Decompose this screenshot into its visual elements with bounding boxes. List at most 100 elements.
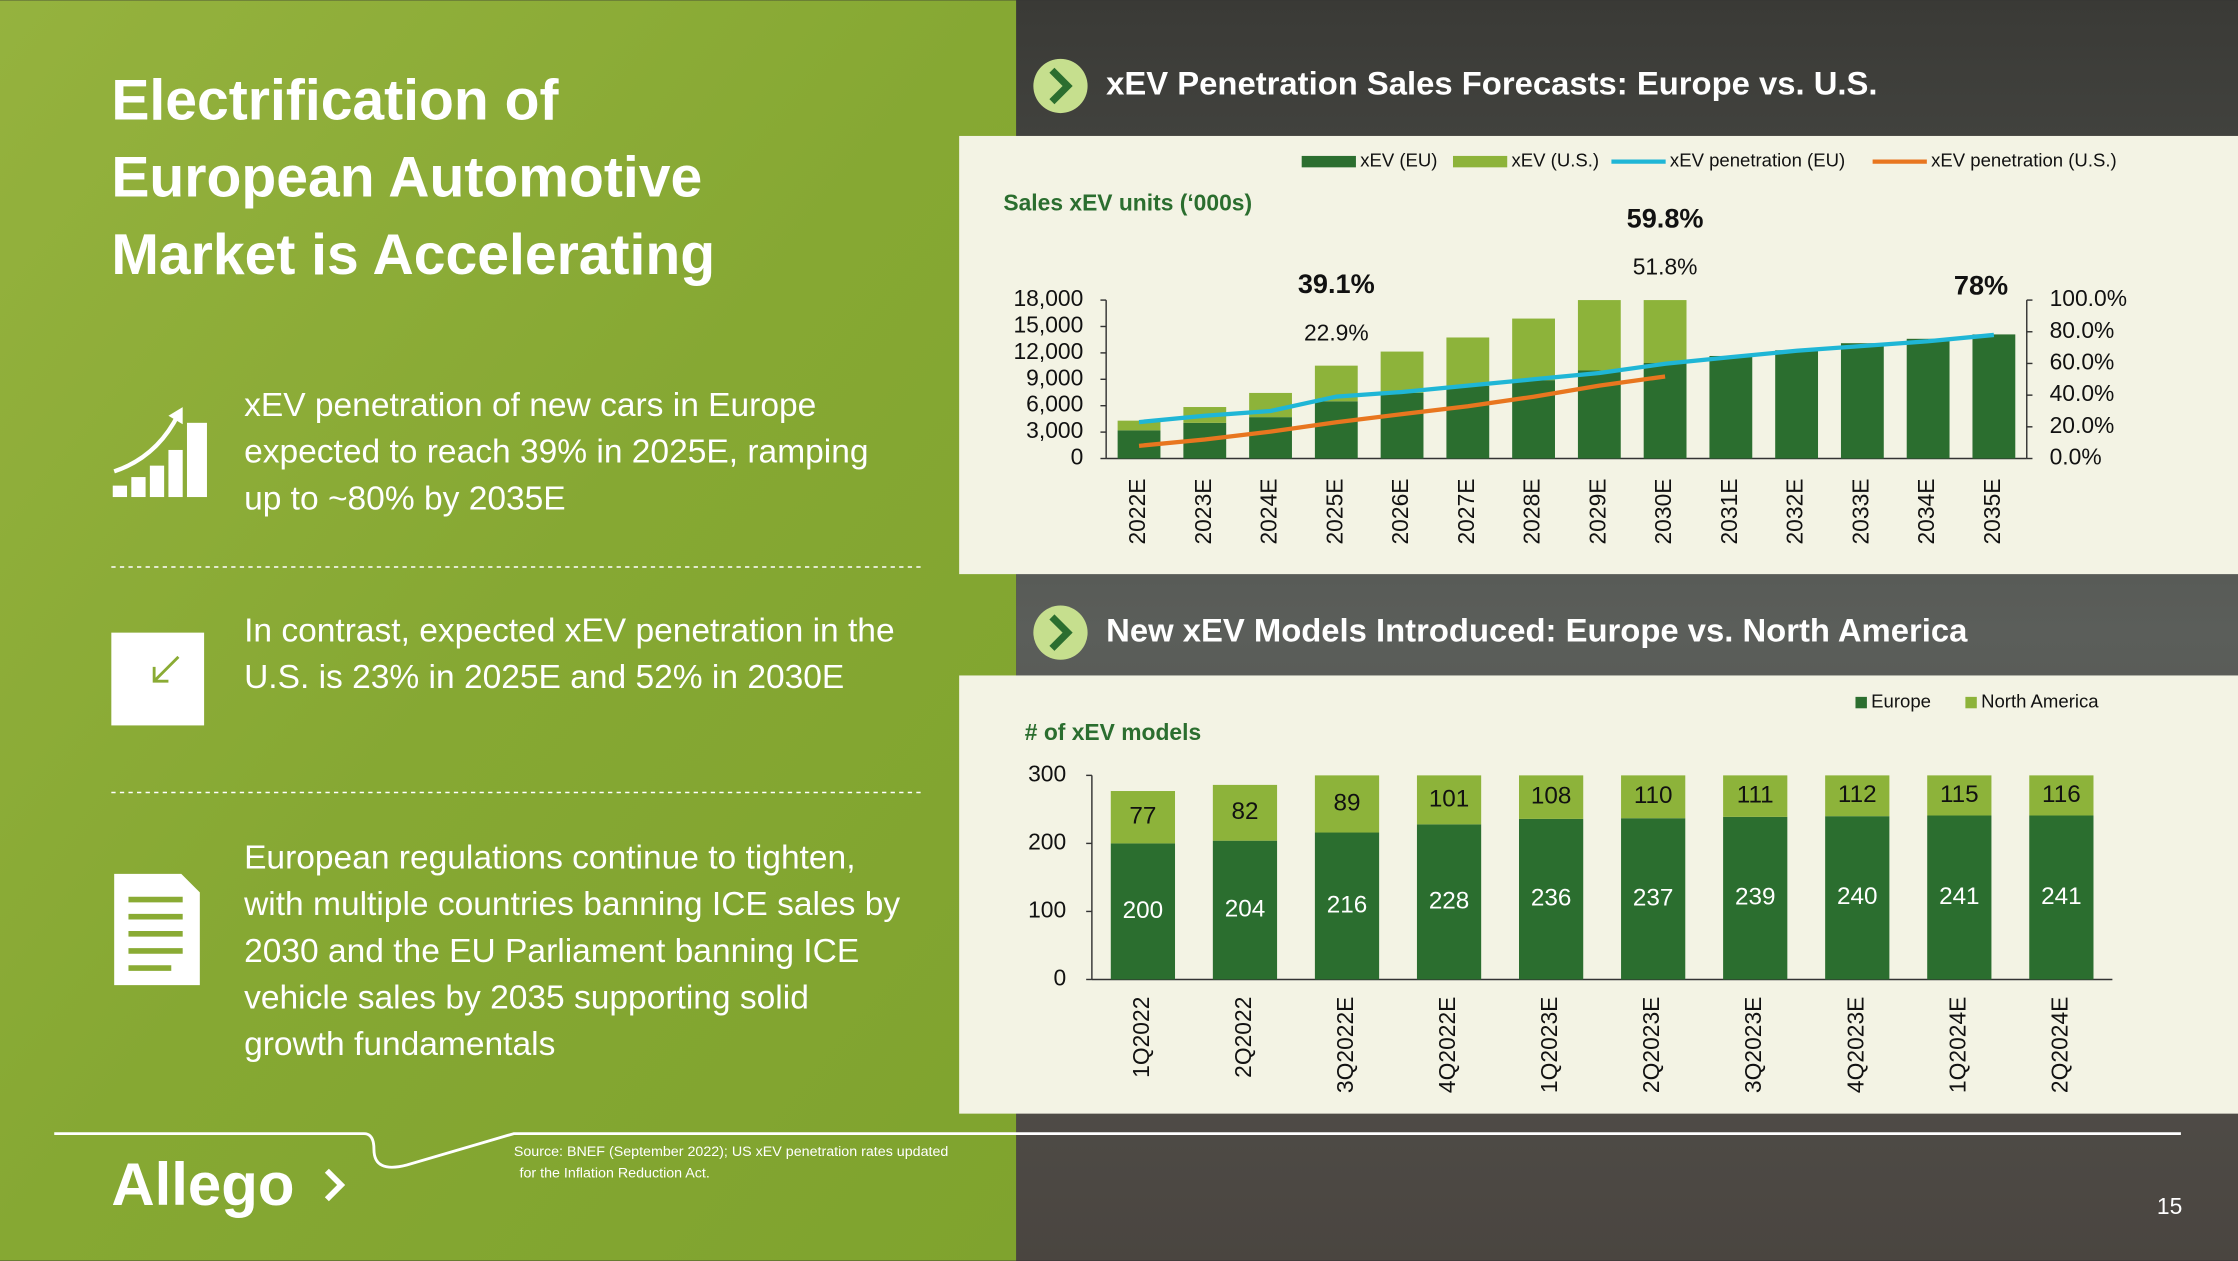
bar [1117, 420, 1161, 431]
data-label: 216 [1327, 891, 1367, 918]
y-tick-label: 9,000 [1026, 364, 1083, 390]
bar [1416, 824, 1482, 980]
bar [1446, 337, 1490, 386]
x-tick-label: 2Q2023E [1638, 997, 1664, 1093]
bars [1110, 775, 2094, 980]
logo: Allego [111, 1151, 294, 1218]
bar [1314, 401, 1358, 459]
bar [1723, 775, 1788, 817]
bullet-text: up to ~80% by 2035E [244, 480, 566, 517]
x-tick-label: 3Q2022E [1332, 997, 1358, 1093]
legend-label: xEV penetration (U.S.) [1931, 150, 2117, 171]
data-label: 239 [1735, 884, 1775, 911]
y-tick-label: 18,000 [1013, 285, 1083, 311]
y-tick-label: 100 [1028, 896, 1066, 922]
x-tick-label: 2032E [1782, 478, 1808, 544]
bar [1416, 775, 1482, 825]
data-label: 115 [1940, 781, 1979, 808]
data-label: 204 [1225, 895, 1265, 922]
bar [2029, 815, 2094, 980]
data-label: 237 [1633, 884, 1673, 911]
slide-title: Electrification of [111, 69, 559, 133]
bullet-text: growth fundamentals [244, 1026, 555, 1063]
header-icon [1033, 58, 1088, 114]
legend-label: North America [1981, 690, 2099, 711]
x-tick-label: 2028E [1519, 478, 1545, 544]
y-tick-label: 12,000 [1013, 338, 1083, 364]
line [1138, 374, 1666, 448]
legend-label: xEV penetration (EU) [1670, 150, 1845, 171]
legend-swatch [1965, 696, 1977, 709]
x-tick-label: 2022E [1124, 478, 1150, 544]
left-panel [0, 0, 1017, 1261]
data-label: 89 [1334, 789, 1361, 816]
data-label: 112 [1838, 781, 1877, 808]
x-tick-label: 2Q2022 [1230, 997, 1256, 1078]
growth-icon [112, 407, 207, 498]
chart-title: New xEV Models Introduced: Europe vs. No… [1106, 611, 1968, 648]
chart-title: xEV Penetration Sales Forecasts: Europe … [1106, 65, 1877, 102]
data-label: 241 [1939, 883, 1979, 910]
bar [1380, 351, 1424, 393]
source-note: Source: BNEF (September 2022); US xEV pe… [514, 1144, 949, 1160]
data-label: 51.8% [1633, 254, 1698, 280]
x-tick-label: 2033E [1847, 478, 1873, 544]
data-label: 77 [1129, 803, 1156, 830]
x-tick-label: 2Q2024E [2046, 997, 2072, 1093]
bar [1380, 392, 1424, 459]
data-label: 116 [2042, 781, 2081, 808]
data-label: 101 [1429, 785, 1469, 812]
x-tick-label: 2029E [1584, 478, 1610, 544]
y-tick-label: 0 [1071, 444, 1084, 470]
bar [1314, 832, 1380, 980]
bar [1643, 300, 1687, 364]
x-tick-label: 2035E [1979, 478, 2005, 544]
bar [1972, 334, 2016, 459]
y-tick-label: 200 [1028, 828, 1066, 854]
y-tick-label: 3,000 [1026, 417, 1083, 443]
bar [2029, 775, 2094, 816]
x-tick-label: 1Q2024E [1944, 997, 1970, 1093]
data-label: 110 [1634, 782, 1673, 809]
x-tick-label: 2025E [1321, 478, 1347, 544]
data-label: 236 [1531, 885, 1571, 912]
page-number: 15 [2157, 1193, 2182, 1219]
x-tick-label: 4Q2023E [1842, 997, 1868, 1093]
x-tick-label: 2031E [1716, 478, 1742, 544]
x-tick-label: 2026E [1387, 478, 1413, 544]
data-label: 39.1% [1298, 268, 1375, 299]
y2-tick-label: 80.0% [2050, 317, 2115, 343]
data-label: 22.9% [1304, 319, 1369, 345]
data-label: 240 [1837, 883, 1877, 910]
bar [1577, 300, 1621, 371]
data-label: 78% [1954, 269, 2008, 300]
x-tick-label: 2024E [1256, 478, 1282, 544]
bar [1512, 380, 1555, 459]
line [1138, 332, 1995, 425]
header-icon [1033, 605, 1088, 660]
bar [1621, 775, 1686, 819]
data-label: 108 [1531, 783, 1571, 810]
bar [1249, 417, 1292, 459]
footer-line [54, 1132, 2181, 1169]
bullet-text: expected to reach 39% in 2025E, ramping [244, 434, 868, 471]
data-label: 241 [2041, 883, 2081, 910]
bullet-text: U.S. is 23% in 2025E and 52% in 2030E [244, 659, 844, 696]
y2-tick-label: 60.0% [2050, 348, 2115, 374]
bar [1723, 816, 1788, 980]
bar [1512, 318, 1555, 381]
legend-label: xEV (EU) [1360, 150, 1437, 171]
bar [1825, 816, 1890, 980]
x-tick-label: 2030E [1650, 478, 1676, 544]
bar [1110, 791, 1176, 844]
y-tick-label: 6,000 [1026, 391, 1083, 417]
x-tick-label: 2034E [1913, 478, 1939, 544]
document-icon [114, 873, 200, 986]
y2-tick-label: 0.0% [2050, 444, 2102, 470]
bullet-text: 2030 and the EU Parliament banning ICE [244, 933, 859, 970]
bar [1621, 818, 1686, 980]
x-tick-label: 4Q2022E [1434, 997, 1460, 1093]
data-label: 82 [1231, 798, 1258, 825]
